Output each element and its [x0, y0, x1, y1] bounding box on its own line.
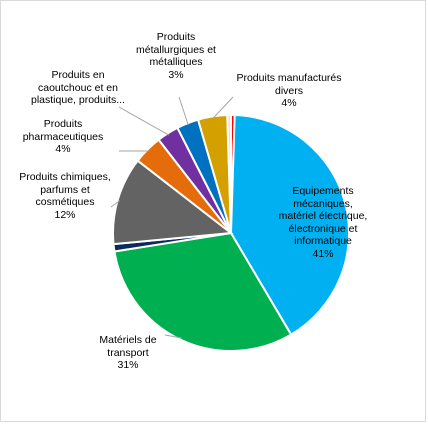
label-metal-line-2: métallurgiques et	[136, 43, 216, 56]
label-equipements-line-1: Equipements	[292, 185, 354, 197]
label-equipements: Equipements mécaniques, matériel électri…	[263, 185, 383, 260]
label-transport-percent: 31%	[117, 359, 139, 371]
label-equipements-percent: 41%	[312, 247, 334, 260]
pie-slice-2	[113, 231, 293, 352]
label-equipements-line-5: informatique	[294, 235, 352, 247]
label-manufactures-line-2: divers	[274, 84, 303, 97]
label-manufactures-percent: 4%	[281, 97, 297, 109]
label-transport-line-2: transport	[107, 346, 149, 359]
label-chimiques: Produits chimiques, parfums et cosmétiqu…	[9, 171, 121, 221]
label-chimiques-line-1: Produits chimiques,	[19, 171, 111, 183]
label-caoutchouc: Produits en caoutchouc et en plastique, …	[21, 69, 135, 107]
label-metal-line-3: métalliques	[149, 56, 203, 68]
leader-line-7	[178, 96, 189, 126]
label-manufactures: Produits manufacturés divers 4%	[225, 72, 353, 110]
label-manufactures-line-1: Produits manufacturés	[236, 72, 342, 84]
leader-line-2	[164, 334, 182, 339]
label-caoutchouc-line-3: plastique, produits...	[31, 94, 125, 106]
label-pharma: Produits pharmaceutiques 4%	[13, 118, 113, 156]
leader-line-6	[118, 106, 170, 136]
label-metal-percent: 3%	[168, 68, 184, 81]
label-chimiques-line-3: cosmétiques	[35, 196, 95, 208]
label-equipements-line-3: matériel électrique,	[278, 210, 368, 222]
label-transport: Matériels de transport 31%	[73, 334, 183, 372]
label-equipements-line-2: mécaniques,	[293, 197, 353, 210]
label-equipements-line-4: électronique et	[288, 222, 358, 235]
pie-slice-4	[112, 159, 234, 246]
label-metal-line-1: Produits	[156, 31, 196, 43]
label-metal: Produits métallurgiques et métalliques 3…	[121, 31, 231, 81]
label-chimiques-percent: 12%	[54, 208, 76, 221]
label-caoutchouc-line-2: caoutchouc et en	[38, 81, 118, 94]
leader-line-4	[110, 200, 120, 208]
label-caoutchouc-line-1: Produits en	[51, 69, 105, 81]
label-chimiques-line-2: parfums et	[40, 183, 90, 196]
pie-slice-9	[226, 113, 232, 234]
pie-slice-1	[229, 114, 350, 336]
label-transport-line-1: Matériels de	[99, 334, 157, 346]
label-pharma-percent: 4%	[55, 143, 71, 155]
label-pharma-line-1: Produits	[43, 118, 83, 130]
leader-line-8	[212, 96, 234, 119]
label-pharma-line-2: pharmaceutiques	[22, 130, 104, 143]
